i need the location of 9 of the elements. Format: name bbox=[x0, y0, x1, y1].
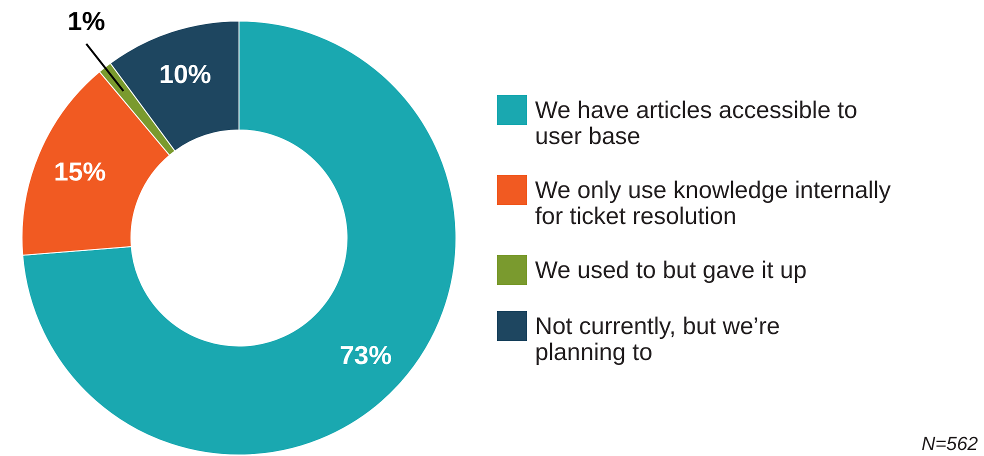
legend-label: We used to but gave it up bbox=[535, 257, 807, 284]
data-label: 73% bbox=[340, 340, 392, 370]
legend-label: We have articles accessible to user base bbox=[535, 97, 858, 150]
data-label: 1% bbox=[68, 6, 106, 36]
data-label: 10% bbox=[159, 59, 212, 90]
legend-label: Not currently, but we’re planning to bbox=[535, 313, 780, 366]
legend-label: We only use knowledge internally for ticket resolution bbox=[535, 177, 891, 230]
text: N=562 bbox=[921, 434, 978, 455]
data-label: 15% bbox=[54, 156, 106, 186]
